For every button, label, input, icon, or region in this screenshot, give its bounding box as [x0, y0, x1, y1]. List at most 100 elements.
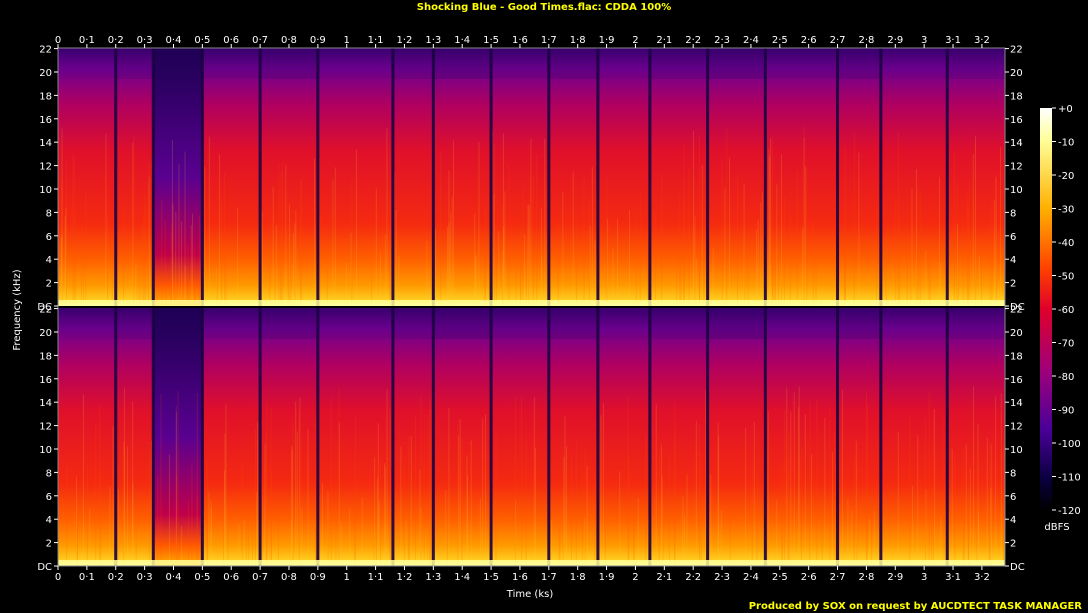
- chart-title: Shocking Blue - Good Times.flac: CDDA 10…: [417, 2, 671, 13]
- spectral-streak: [995, 396, 997, 566]
- x-tick-label: 1·7: [541, 572, 557, 583]
- spectral-streak: [184, 151, 186, 306]
- spectral-streak: [296, 431, 298, 566]
- spectral-streak: [655, 214, 657, 306]
- spectral-streak: [408, 435, 410, 566]
- spectral-streak: [572, 171, 574, 306]
- spectral-streak: [602, 403, 604, 566]
- segment-boundary: [114, 308, 118, 566]
- spectral-streak: [292, 449, 294, 566]
- spectral-streak: [400, 446, 402, 566]
- spectral-streak: [781, 462, 783, 566]
- segment-boundary: [391, 48, 395, 306]
- spectral-streak: [919, 191, 921, 306]
- segment-boundary: [258, 308, 262, 566]
- spectral-streak: [315, 418, 317, 566]
- x-tick-label: 2·1: [656, 572, 672, 583]
- segment-boundary: [316, 308, 320, 566]
- spectral-streak: [429, 408, 431, 566]
- spectral-streak: [521, 396, 523, 566]
- spectral-streak: [221, 197, 223, 306]
- y-tick-label: 20: [39, 328, 52, 339]
- spectral-streak: [371, 263, 373, 306]
- spectral-streak: [718, 436, 720, 566]
- spectral-streak: [86, 463, 88, 566]
- spectral-streak: [940, 516, 942, 566]
- spectral-streak: [806, 166, 808, 306]
- high-band-shade: [947, 308, 1005, 339]
- spectral-streak: [361, 498, 363, 566]
- quiet-section: [153, 308, 203, 566]
- segment-boundary: [879, 48, 883, 306]
- spectral-streak: [111, 230, 113, 306]
- x-tick-label: 0·2: [108, 572, 124, 583]
- segment-boundary: [151, 308, 155, 566]
- spectral-streak: [105, 134, 107, 306]
- spectral-streak: [668, 457, 670, 566]
- spectral-streak: [126, 446, 128, 566]
- spectral-streak: [459, 418, 461, 566]
- spectral-streak: [991, 204, 993, 306]
- spectral-streak: [953, 153, 955, 306]
- x-tick-label: 0·4: [166, 572, 182, 583]
- segment-boundary: [200, 308, 204, 566]
- spectral-streak: [493, 193, 495, 306]
- spectral-streak: [414, 415, 416, 566]
- spectral-streak: [377, 477, 379, 566]
- x-tick-label: 2·2: [685, 572, 701, 583]
- spectral-streak: [989, 229, 991, 306]
- spectral-streak: [844, 243, 846, 306]
- spectral-streak: [257, 422, 259, 566]
- spectral-streak: [175, 250, 177, 306]
- spectral-streak: [314, 158, 316, 306]
- spectral-streak: [168, 454, 170, 566]
- spectral-streak: [294, 246, 296, 306]
- spectral-streak: [980, 242, 982, 306]
- spectral-streak: [502, 249, 504, 306]
- spectral-streak: [694, 227, 696, 306]
- spectral-streak: [530, 138, 532, 306]
- y-tick-label: 10: [1010, 185, 1023, 196]
- y-tick-label: 6: [46, 492, 52, 503]
- spectral-streak: [570, 457, 572, 566]
- spectral-streak: [688, 167, 690, 306]
- y-tick-label: 8: [46, 208, 52, 219]
- spectral-streak: [757, 219, 759, 306]
- spectral-streak: [338, 387, 340, 566]
- spectral-streak: [448, 222, 450, 306]
- spectral-streak: [756, 229, 758, 306]
- spectral-streak: [429, 395, 431, 566]
- x-tick-label: 1·9: [599, 572, 615, 583]
- y-tick-label: 20: [39, 68, 52, 79]
- x-tick-label: 2·3: [714, 572, 730, 583]
- spectrogram-channel-2: [58, 308, 1006, 566]
- segment-boundary: [836, 308, 840, 566]
- spectral-streak: [330, 397, 332, 566]
- spectral-streak: [962, 447, 964, 566]
- spectral-streak: [724, 188, 726, 306]
- spectral-streak: [109, 486, 111, 566]
- spectral-streak: [745, 428, 747, 566]
- y-tick-label: 16: [1010, 375, 1023, 386]
- x-tick-label: 2·4: [743, 35, 759, 46]
- y-tick-label: 18: [1010, 91, 1023, 102]
- segment-boundary: [489, 308, 493, 566]
- spectral-streak: [710, 474, 712, 566]
- spectral-streak: [910, 252, 912, 306]
- x-tick-label: 1·8: [570, 572, 586, 583]
- spectral-streak: [196, 494, 198, 566]
- spectral-streak: [780, 154, 782, 306]
- x-axis-label: Time (ks): [506, 589, 554, 600]
- spectral-streak: [540, 208, 542, 306]
- spectral-streak: [544, 138, 546, 306]
- spectral-streak: [349, 509, 351, 566]
- spectral-streak: [76, 524, 78, 566]
- y-tick-label: 2: [46, 539, 52, 550]
- segment-boundary: [763, 308, 767, 566]
- low-frequency-band: [58, 560, 1005, 566]
- spectral-streak: [282, 161, 284, 306]
- spectral-streak: [628, 455, 630, 566]
- spectral-streak: [895, 200, 897, 306]
- x-tick-label: 3: [921, 572, 927, 583]
